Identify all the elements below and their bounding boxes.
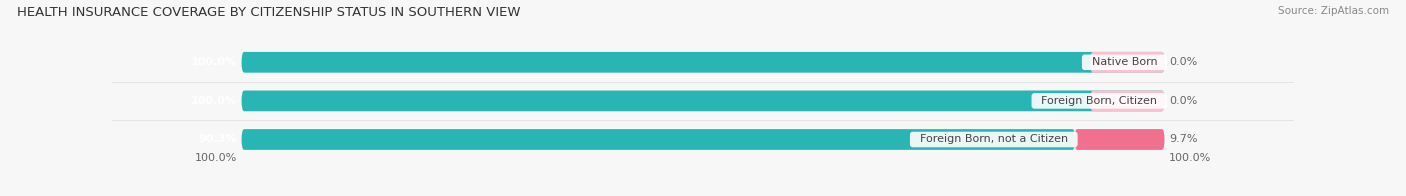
FancyBboxPatch shape bbox=[1091, 91, 1164, 111]
Text: 0.0%: 0.0% bbox=[1168, 57, 1197, 67]
Text: Foreign Born, Citizen: Foreign Born, Citizen bbox=[1035, 96, 1164, 106]
Text: 0.0%: 0.0% bbox=[1168, 96, 1197, 106]
FancyBboxPatch shape bbox=[242, 91, 1164, 111]
Text: 100.0%: 100.0% bbox=[191, 57, 238, 67]
Text: Foreign Born, not a Citizen: Foreign Born, not a Citizen bbox=[912, 134, 1074, 144]
FancyBboxPatch shape bbox=[1091, 52, 1164, 73]
Text: 100.0%: 100.0% bbox=[195, 153, 238, 163]
Text: HEALTH INSURANCE COVERAGE BY CITIZENSHIP STATUS IN SOUTHERN VIEW: HEALTH INSURANCE COVERAGE BY CITIZENSHIP… bbox=[17, 6, 520, 19]
FancyBboxPatch shape bbox=[242, 129, 1076, 150]
Text: 100.0%: 100.0% bbox=[191, 96, 238, 106]
FancyBboxPatch shape bbox=[1091, 52, 1164, 73]
FancyBboxPatch shape bbox=[1074, 129, 1164, 150]
Text: 100.0%: 100.0% bbox=[1168, 153, 1211, 163]
FancyBboxPatch shape bbox=[242, 52, 1164, 73]
Text: 9.7%: 9.7% bbox=[1168, 134, 1198, 144]
Text: 90.3%: 90.3% bbox=[198, 134, 238, 144]
FancyBboxPatch shape bbox=[242, 91, 1164, 111]
FancyBboxPatch shape bbox=[242, 52, 1164, 73]
FancyBboxPatch shape bbox=[1091, 91, 1164, 111]
FancyBboxPatch shape bbox=[1074, 129, 1164, 150]
Text: Native Born: Native Born bbox=[1084, 57, 1164, 67]
Text: Source: ZipAtlas.com: Source: ZipAtlas.com bbox=[1278, 6, 1389, 16]
FancyBboxPatch shape bbox=[242, 129, 1164, 150]
